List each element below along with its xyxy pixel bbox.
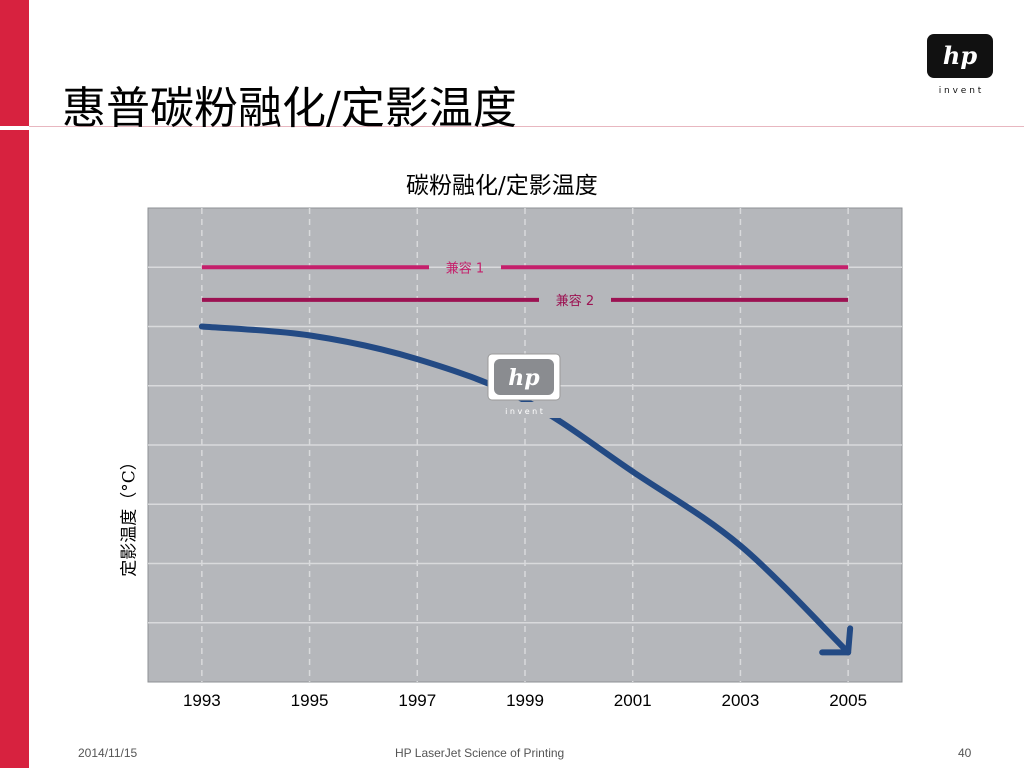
logo-mark: hp xyxy=(943,41,977,70)
embedded-logo-mark: hp xyxy=(508,365,540,391)
hp-logo-icon: hp i n v e n t xyxy=(927,34,993,96)
accent-notch xyxy=(0,126,29,130)
x-tick-label-1995: 1995 xyxy=(291,691,329,710)
x-tick-label-2003: 2003 xyxy=(722,691,760,710)
footer-caption: HP LaserJet Science of Printing xyxy=(395,746,565,760)
series-label-compat-1: 兼容 1 xyxy=(446,260,484,276)
grid-lines xyxy=(148,208,902,682)
footer-date: 2014/11/15 xyxy=(78,746,138,760)
embedded-logo-tagline: i n v e n t xyxy=(505,407,543,416)
x-tick-label-1999: 1999 xyxy=(506,691,544,710)
x-tick-label-1997: 1997 xyxy=(398,691,436,710)
chart-title: 碳粉融化/定影温度 xyxy=(406,173,598,199)
title-divider xyxy=(29,126,1024,127)
x-tick-label-2005: 2005 xyxy=(829,691,867,710)
series-label-compat-2: 兼容 2 xyxy=(556,293,594,309)
page-number: 40 xyxy=(958,746,972,760)
slide-title: 惠普碳粉融化/定影温度 xyxy=(62,83,517,134)
logo-tagline: i n v e n t xyxy=(939,86,982,96)
embedded-hp-logo-icon: hp i n v e n t xyxy=(487,353,561,418)
x-tick-labels: 1993 1995 1997 1999 2001 2003 2005 xyxy=(183,691,867,710)
x-tick-label-2001: 2001 xyxy=(614,691,652,710)
x-tick-label-1993: 1993 xyxy=(183,691,221,710)
